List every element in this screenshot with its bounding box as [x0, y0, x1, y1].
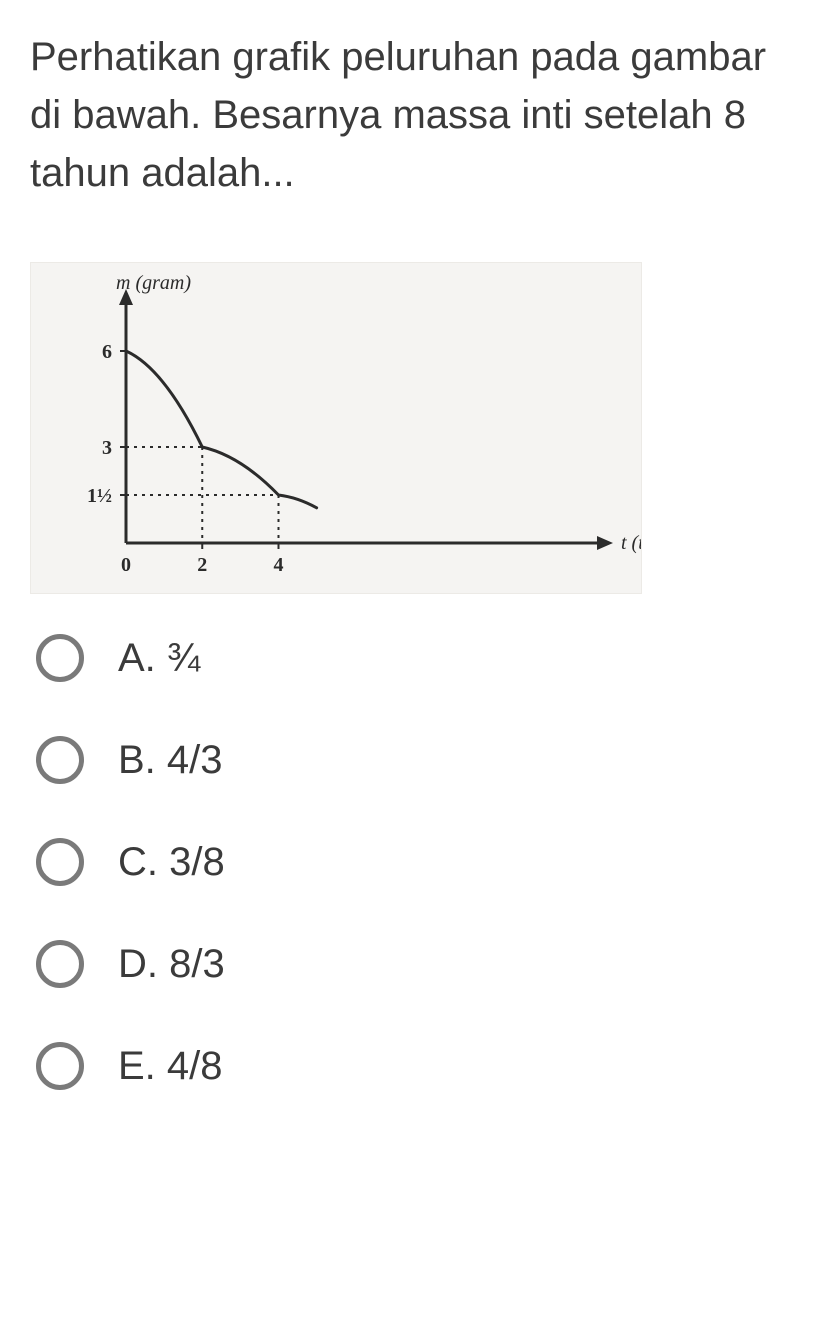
radio-icon — [36, 634, 84, 682]
option-b-label: B. 4/3 — [118, 738, 223, 783]
svg-text:0: 0 — [121, 554, 131, 576]
option-d[interactable]: D. 8/3 — [36, 940, 786, 988]
svg-text:2: 2 — [197, 554, 207, 576]
option-c-label: C. 3/8 — [118, 840, 225, 885]
option-b[interactable]: B. 4/3 — [36, 736, 786, 784]
option-c[interactable]: C. 3/8 — [36, 838, 786, 886]
option-e[interactable]: E. 4/8 — [36, 1042, 786, 1090]
svg-text:4: 4 — [274, 554, 284, 576]
svg-text:1½: 1½ — [87, 485, 112, 507]
radio-icon — [36, 1042, 84, 1090]
question-page: Perhatikan grafik peluruhan pada gambar … — [0, 0, 816, 1130]
question-text: Perhatikan grafik peluruhan pada gambar … — [30, 28, 786, 202]
svg-text:m (gram): m (gram) — [116, 272, 191, 294]
option-a[interactable]: A. ¾ — [36, 634, 786, 682]
radio-icon — [36, 838, 84, 886]
radio-icon — [36, 940, 84, 988]
option-d-label: D. 8/3 — [118, 942, 225, 987]
svg-text:t (tahun): t (tahun) — [621, 532, 641, 554]
decay-chart-svg: m (gram) t (tahun) 6 3 1½ 0 2 4 — [31, 263, 641, 593]
option-e-label: E. 4/8 — [118, 1044, 223, 1089]
option-a-label: A. ¾ — [118, 636, 200, 681]
options-list: A. ¾ B. 4/3 C. 3/8 D. 8/3 E. 4/8 — [30, 634, 786, 1090]
decay-chart: m (gram) t (tahun) 6 3 1½ 0 2 4 — [30, 262, 642, 594]
svg-text:6: 6 — [102, 341, 112, 363]
svg-text:3: 3 — [102, 437, 112, 459]
radio-icon — [36, 736, 84, 784]
